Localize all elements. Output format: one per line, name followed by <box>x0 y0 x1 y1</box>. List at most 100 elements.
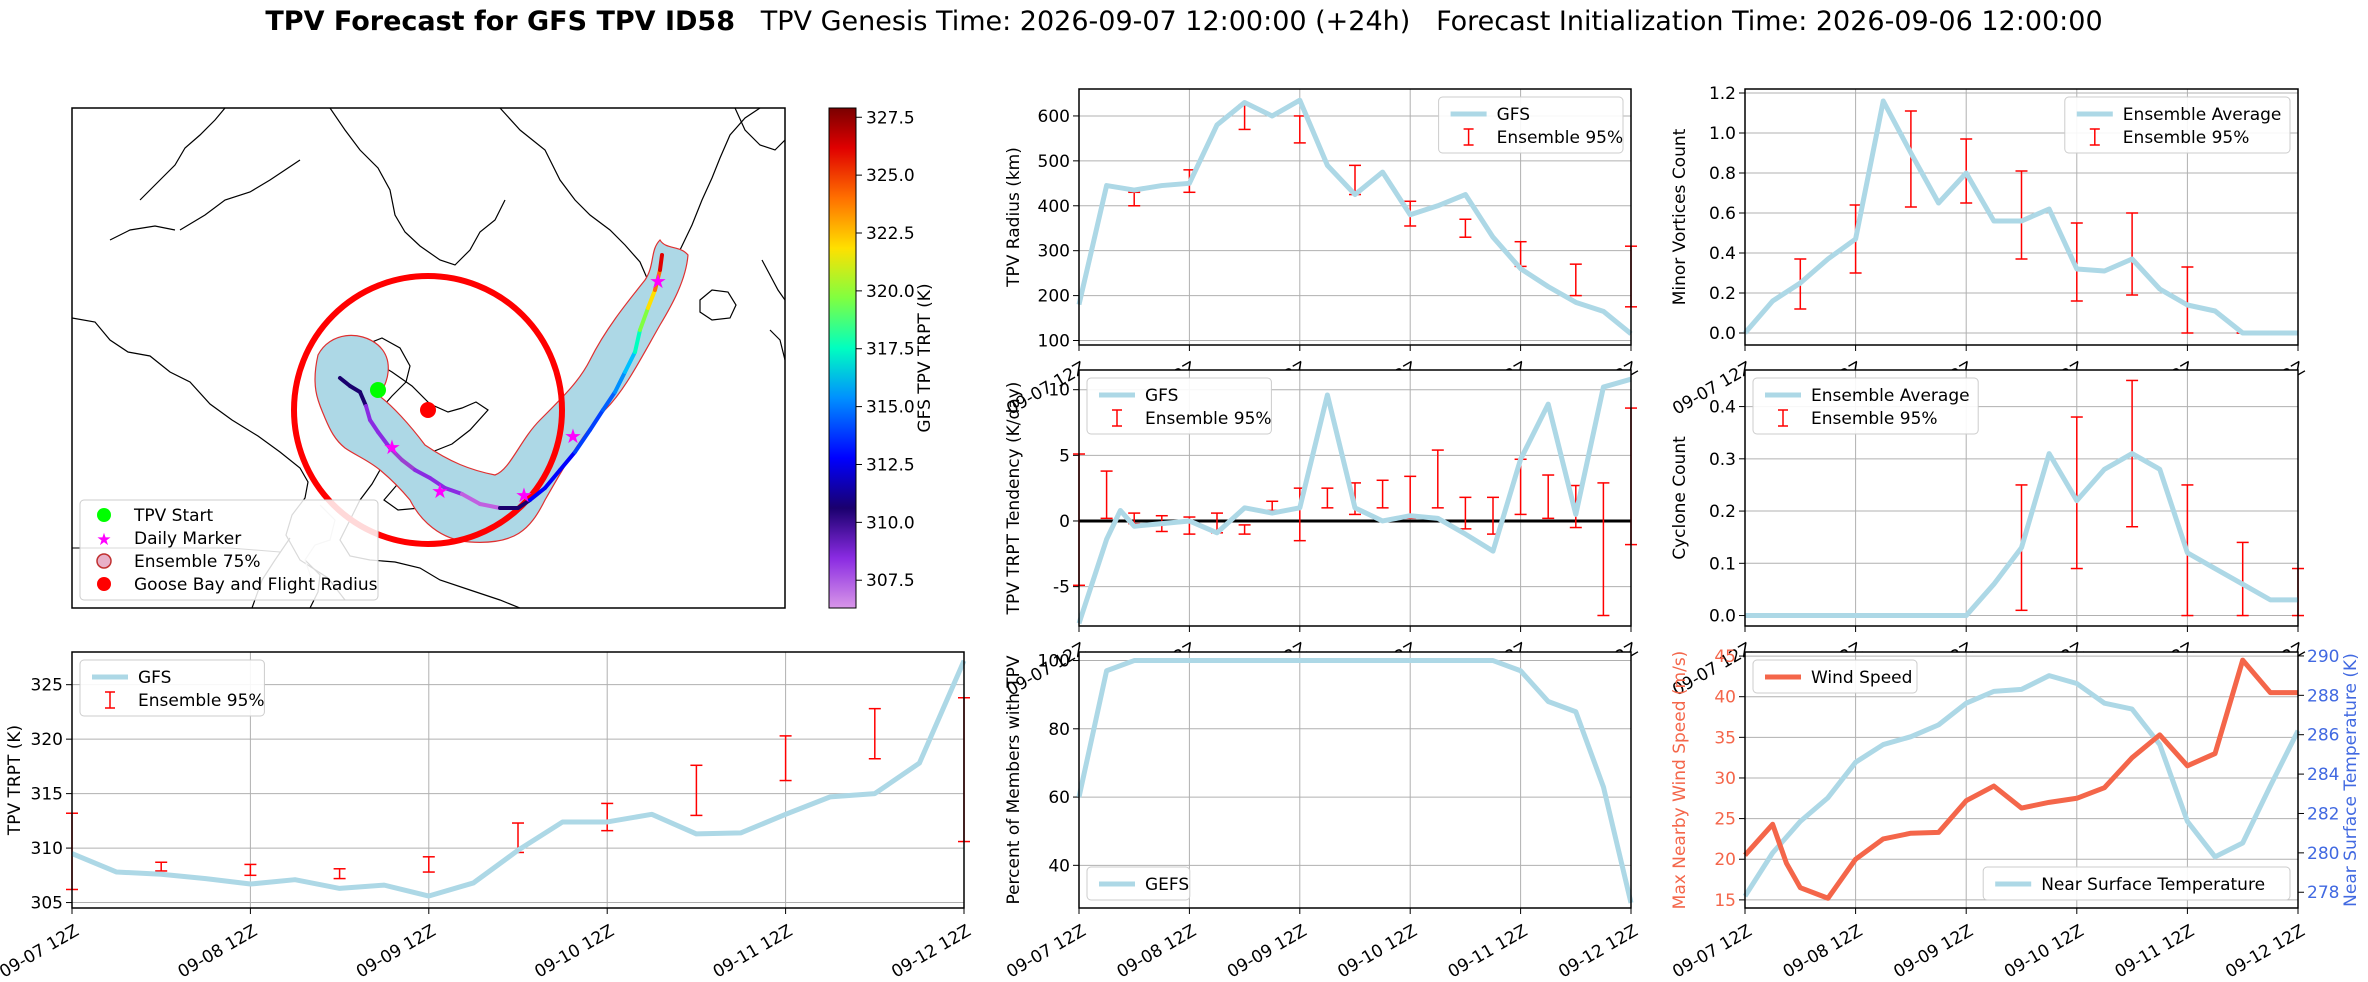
title-main: TPV Forecast for GFS TPV ID58 <box>265 6 735 37</box>
legend: Ensemble Average Ensemble 95% <box>2064 96 2291 154</box>
y2-tick-label: 278 <box>2307 883 2339 903</box>
colorbar-tick-label: 312.5 <box>866 455 915 475</box>
track-segment <box>368 418 380 434</box>
series-line <box>71 659 967 899</box>
plot-frame <box>1744 88 2299 346</box>
y-tick-label: 1.2 <box>1709 84 1736 104</box>
y2-tick-label: 290 <box>2307 647 2339 667</box>
y-tick-label: 0 <box>1059 512 1070 532</box>
legend-box <box>2064 96 2291 154</box>
y-tick-label: 15 <box>1714 891 1736 911</box>
y2-axis-label: Near Surface Temperature (K) <box>2341 653 2361 907</box>
map-legend-label: Ensemble 75% <box>134 552 261 572</box>
y-tick-label: 60 <box>1048 788 1070 808</box>
track-segment <box>573 428 592 454</box>
coastline-islands-north <box>109 108 301 241</box>
colorbar-gradient <box>828 107 857 609</box>
y-tick-label: 5 <box>1059 446 1070 466</box>
legend-label: Ensemble 95% <box>1811 409 1938 429</box>
y-tick-label: 600 <box>1038 107 1070 127</box>
y-axis-label: Max Nearby Wind Speed (m/s) <box>1670 651 1690 910</box>
map-legend: TPV Start ★ Daily Marker Ensemble 75% Go… <box>79 499 379 601</box>
track-segment <box>638 306 650 332</box>
legend-label: Ensemble 95% <box>1497 128 1624 148</box>
track-segment <box>653 268 662 292</box>
series-line <box>1076 376 1632 625</box>
legend-box <box>1086 866 1191 901</box>
colorbar-tick-label: 325.0 <box>866 166 915 186</box>
plot-frame <box>71 651 965 909</box>
y-tick-label: 0.0 <box>1709 607 1736 627</box>
y-tick-label: 0.1 <box>1709 554 1736 574</box>
y-axis-label: TPV TRPT (K) <box>5 725 25 836</box>
map-legend-label: TPV Start <box>133 506 214 526</box>
daily-marker: ★ <box>515 483 533 507</box>
track-segment <box>543 468 562 490</box>
y-axis-label: Cyclone Count <box>1670 436 1690 560</box>
panel-members: 09-07 12Z 09-08 12Z 09-09 12Z 09-10 12Z 09-1… <box>1003 651 1642 982</box>
legend-label: Ensemble Average <box>2123 105 2282 125</box>
y2-tick-label: 288 <box>2307 686 2339 706</box>
y-tick-label: 320 <box>31 730 63 750</box>
legend: Ensemble Average Ensemble 95% <box>1752 377 1979 435</box>
map-overlays: ★ ★ ★ ★ ★ <box>291 239 689 547</box>
track-segment <box>558 450 577 472</box>
legend-box <box>1982 866 2291 901</box>
plot-frame <box>1078 88 1632 346</box>
colorbar-tick-label: 310.0 <box>866 513 915 533</box>
legend-goose-bay-icon <box>97 577 111 591</box>
legend-box <box>1438 96 1624 154</box>
y-tick-label: 45 <box>1714 647 1736 667</box>
map-panel: ★ ★ ★ ★ ★ TPV Start ★ Daily Marker Ensem… <box>71 107 935 609</box>
legend: Near Surface Temperature <box>1982 866 2291 901</box>
track-segment <box>413 468 432 480</box>
y-tick-label: 0.4 <box>1709 244 1736 264</box>
y-tick-label: 10 <box>1048 381 1070 401</box>
figure-title: TPV Forecast for GFS TPV ID58 TPV Genesi… <box>0 6 2368 37</box>
x-tick-label: 09-07 12Z <box>1669 921 1755 982</box>
track-segment <box>376 430 392 450</box>
y2-tick-label: 284 <box>2307 765 2339 785</box>
legend: GFS Ensemble 95% <box>79 659 265 717</box>
y-tick-label: 0.0 <box>1709 324 1736 344</box>
map-legend-label: Goose Bay and Flight Radius <box>134 575 378 595</box>
track-segment <box>358 390 368 408</box>
y-tick-label: 0.8 <box>1709 164 1736 184</box>
track-segment <box>338 376 352 388</box>
coastline-baffin <box>329 108 506 266</box>
x-tick-label: 09-08 12Z <box>1780 921 1866 982</box>
y-tick-label: 305 <box>31 894 63 914</box>
daily-marker: ★ <box>649 269 667 293</box>
y-tick-label: 40 <box>1048 856 1070 876</box>
colorbar-tick-label: 307.5 <box>866 571 915 591</box>
y-axis-label: Percent of Members with TPV <box>1004 655 1024 904</box>
x-tick-label: 09-10 12Z <box>2001 921 2087 982</box>
colorbar: 307.5 310.0 312.5 315.0 317.5 320.0 322.5 325.0… <box>828 107 935 609</box>
y-tick-label: 310 <box>31 839 63 859</box>
panel-trpt: 09-07 12Z 09-08 12Z 09-09 12Z 09-10 12Z 09-1… <box>0 651 975 982</box>
track-segment <box>623 350 637 374</box>
daily-markers: ★ ★ ★ ★ ★ <box>383 269 667 507</box>
series-line <box>1743 98 2298 336</box>
track-segment <box>646 288 657 310</box>
map-frame <box>71 107 786 609</box>
x-tick-label: 09-12 12Z <box>1555 921 1641 982</box>
x-tick-label: 09-10 12Z <box>1334 921 1420 982</box>
track-segment <box>601 390 617 412</box>
x-tick-label: 09-11 12Z <box>1445 921 1531 982</box>
y-tick-label: 0.2 <box>1709 502 1736 522</box>
plot-frame <box>1078 651 1632 909</box>
coastline-scotland <box>761 259 785 361</box>
plot-area <box>1745 652 2298 908</box>
x-tick-label: 09-10 12Z <box>531 921 617 982</box>
flight-radius-circle <box>291 273 565 547</box>
y-tick-label: 300 <box>1038 242 1070 262</box>
daily-marker: ★ <box>383 435 401 459</box>
y-tick-label: 35 <box>1714 728 1736 748</box>
x-tick-label: 09-07 12Z <box>0 921 83 982</box>
x-tick-label: 09-08 12Z <box>1114 921 1200 982</box>
y-tick-label: 0.6 <box>1709 204 1736 224</box>
y2-tick-label: 282 <box>2307 804 2339 824</box>
